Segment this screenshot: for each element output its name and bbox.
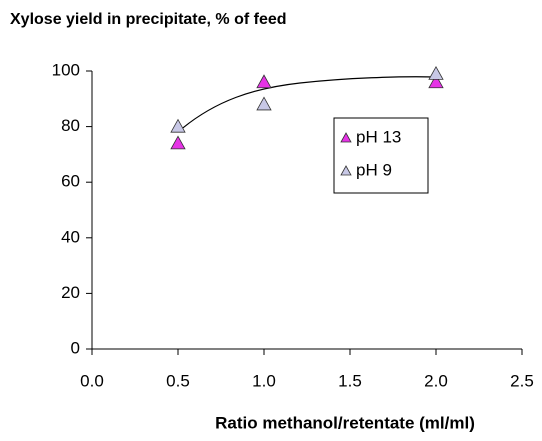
y-tick-label: 60	[61, 172, 80, 191]
x-tick-label: 2.5	[510, 371, 534, 390]
y-tick-label: 100	[52, 60, 80, 79]
x-tick-label: 2.0	[424, 371, 448, 390]
legend-label: pH 9	[356, 160, 392, 179]
y-tick-label: 40	[61, 227, 80, 246]
marker	[428, 74, 444, 89]
y-tick-label: 0	[71, 338, 80, 357]
marker	[170, 118, 186, 133]
y-tick-label: 20	[61, 283, 80, 302]
legend-marker	[340, 132, 352, 143]
chart-title: Xylose yield in precipitate, % of feed	[10, 11, 287, 28]
legend-box	[333, 117, 429, 194]
x-tick-label: 1.5	[338, 371, 362, 390]
x-tick-label: 1.0	[252, 371, 276, 390]
legend-label: pH 13	[356, 127, 401, 146]
marker	[428, 65, 444, 80]
marker	[170, 135, 186, 150]
legend-marker	[340, 165, 352, 176]
x-tick-label: 0.0	[80, 371, 104, 390]
x-tick-label: 0.5	[166, 371, 190, 390]
y-tick-label: 80	[61, 116, 80, 135]
trend-line	[177, 76, 437, 133]
x-axis-label: Ratio methanol/retentate (ml/ml)	[215, 413, 475, 432]
marker	[256, 74, 272, 89]
marker	[256, 96, 272, 111]
